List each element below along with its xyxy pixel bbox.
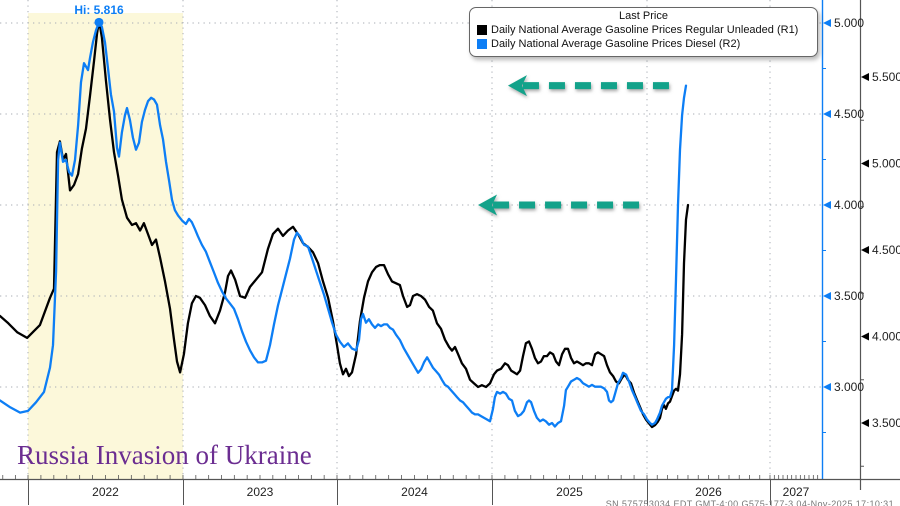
inner-axis-tick-arrow-icon xyxy=(823,19,831,27)
inner-axis-tick-arrow-icon xyxy=(823,383,831,391)
series-line-diesel xyxy=(0,21,688,428)
inner-axis-tick-label: 4.500 xyxy=(834,107,864,121)
regular-last-price-arrow-head-icon xyxy=(478,194,498,216)
x-axis-year-label: 2026 xyxy=(695,485,722,499)
russia-invasion-band-label: Russia Invasion of Ukraine xyxy=(17,440,312,470)
inner-axis-tick-label: 3.000 xyxy=(834,380,864,394)
x-axis-year-label: 2023 xyxy=(247,485,274,499)
last-price-arrows xyxy=(478,75,675,216)
outer-axis-tick-arrow-icon xyxy=(861,159,869,168)
outer-axis-tick-label: 4.500 xyxy=(872,243,900,257)
diesel-swatch-icon xyxy=(477,39,487,49)
outer-axis-tick-label: 4.000 xyxy=(872,330,900,344)
series-line-regular-unleaded xyxy=(0,18,690,429)
legend-label-regular-unleaded: Daily National Average Gasoline Prices R… xyxy=(491,24,799,36)
x-axis-year-label: 2025 xyxy=(556,485,583,499)
outer-axis-tick-label: 5.500 xyxy=(872,70,900,84)
inner-axis-tick-label: 4.000 xyxy=(834,198,864,212)
legend-title: Last Price xyxy=(619,10,668,22)
legend-row-diesel[interactable]: Daily National Average Gasoline Prices D… xyxy=(470,37,817,51)
diesel-last-price-arrow-head-icon xyxy=(507,75,527,97)
inner-axis-tick-label: 5.000 xyxy=(834,16,864,30)
outer-axis-tick-arrow-icon xyxy=(861,332,869,341)
regular-unleaded-swatch-icon xyxy=(477,25,487,35)
legend-row-regular-unleaded[interactable]: Daily National Average Gasoline Prices R… xyxy=(470,23,817,37)
outer-axis-tick-arrow-icon xyxy=(861,246,869,254)
outer-axis-tick-label: 3.500 xyxy=(872,416,900,430)
inner-axis-tick-arrow-icon xyxy=(823,110,831,118)
inner-axis-tick-label: 3.500 xyxy=(834,289,864,303)
hi-point-marker xyxy=(94,17,104,27)
legend-label-diesel: Daily National Average Gasoline Prices D… xyxy=(491,38,741,50)
x-axis-year-label: 2024 xyxy=(401,485,428,499)
inner-axis-tick-arrow-icon xyxy=(823,292,831,300)
outer-axis-tick-arrow-icon xyxy=(861,419,869,427)
legend: Last Price Daily National Average Gasoli… xyxy=(469,7,818,57)
outer-axis-tick-label: 5.000 xyxy=(872,157,900,171)
x-axis-year-label: 2022 xyxy=(92,485,119,499)
hi-annotation: Hi: 5.816 xyxy=(74,3,124,17)
clipped-footer-text: SN 575753034 EDT GMT-4:00 G575-177-3 04-… xyxy=(605,499,894,506)
x-axis-year-label: 2027 xyxy=(783,485,810,499)
inner-axis-tick-arrow-icon xyxy=(823,201,831,209)
outer-axis-tick-arrow-icon xyxy=(861,73,869,81)
